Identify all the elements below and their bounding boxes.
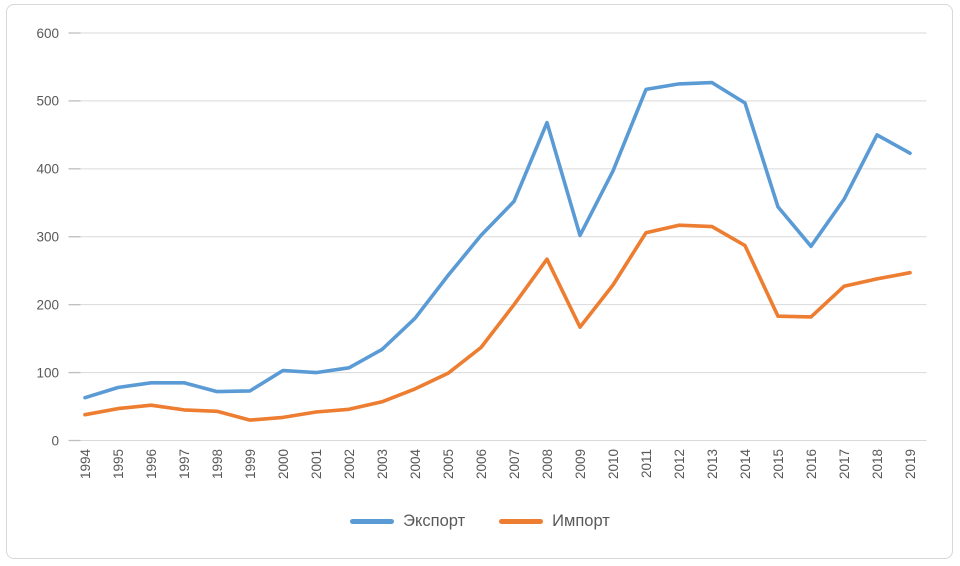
x-axis-tick-label: 2014	[738, 449, 753, 480]
y-axis-tick-label: 0	[51, 433, 59, 448]
x-axis-tick-label: 2001	[309, 449, 324, 479]
x-axis-tick-label: 2002	[342, 449, 357, 479]
legend-item-export: Экспорт	[350, 513, 465, 530]
x-axis-tick-label: 2008	[540, 449, 555, 479]
y-axis-tick-label: 600	[36, 26, 59, 41]
x-axis-tick-label: 1997	[177, 449, 192, 479]
x-axis-tick-label: 2003	[375, 449, 390, 479]
x-axis-tick-label: 2013	[705, 449, 720, 479]
export-series-line	[83, 80, 912, 400]
x-axis-tick-label: 2006	[474, 449, 489, 479]
x-axis-tick-label: 2015	[771, 449, 786, 479]
x-axis-tick-label: 2016	[804, 449, 819, 479]
x-axis-tick-label: 1999	[243, 449, 258, 479]
x-axis-tick-label: 1995	[111, 449, 126, 479]
x-axis-tick-label: 2004	[408, 449, 423, 480]
legend-line-swatch	[350, 518, 395, 524]
y-axis-tick-label: 300	[36, 230, 59, 245]
x-axis-tick-label: 1994	[78, 449, 93, 480]
y-axis-tick-label: 400	[36, 162, 59, 177]
x-axis-tick-label: 1998	[210, 449, 225, 479]
chart-border-frame	[6, 4, 953, 559]
x-axis-tick-label: 2005	[441, 449, 456, 479]
x-axis-tick-label: 2000	[276, 449, 291, 479]
legend-line-swatch	[499, 518, 544, 524]
import-series-line	[83, 223, 912, 422]
chart-legend: Экспорт Импорт	[0, 513, 960, 530]
legend-label: Импорт	[552, 512, 610, 530]
x-axis-tick-label: 2012	[672, 449, 687, 479]
x-axis-tick-label: 2009	[573, 449, 588, 479]
y-axis-tick-label: 100	[36, 365, 59, 380]
x-axis-tick-label: 2007	[507, 449, 522, 479]
y-axis-tick-label: 200	[36, 297, 59, 312]
legend-item-import: Импорт	[499, 513, 610, 530]
x-axis-tick-label: 2010	[606, 449, 621, 479]
legend-label: Экспорт	[403, 512, 466, 530]
x-axis-tick-label: 2019	[903, 449, 918, 479]
x-axis-tick-label: 2018	[870, 449, 885, 479]
x-axis-tick-label: 1996	[144, 449, 159, 479]
x-axis-tick-label: 2011	[639, 449, 654, 478]
x-axis-tick-label: 2017	[837, 449, 852, 479]
y-axis-tick-label: 500	[36, 94, 59, 109]
